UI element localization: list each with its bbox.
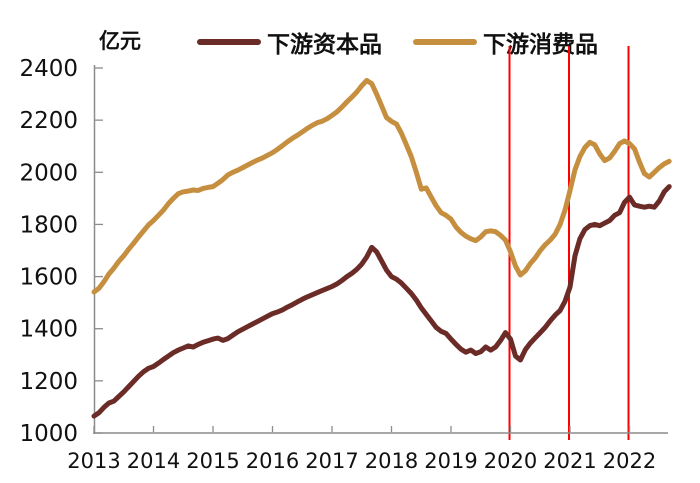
svg-text:2016: 2016 (246, 449, 299, 473)
legend-item-capital-goods: 下游资本品 (197, 28, 382, 58)
svg-text:1600: 1600 (19, 265, 78, 291)
svg-text:2020: 2020 (484, 449, 537, 473)
legend-label-consumer-goods: 下游消费品 (483, 32, 598, 58)
capital-goods-line-swatch (197, 39, 261, 45)
svg-text:2021: 2021 (543, 449, 596, 473)
svg-text:2200: 2200 (19, 108, 78, 134)
svg-text:2022: 2022 (603, 449, 656, 473)
svg-text:1800: 1800 (19, 212, 78, 238)
legend-item-consumer-goods: 下游消费品 (413, 28, 598, 58)
svg-text:1400: 1400 (19, 317, 78, 343)
svg-text:2015: 2015 (186, 449, 239, 473)
svg-text:2013: 2013 (67, 449, 120, 473)
chart-legend: 下游资本品 下游消费品 (0, 28, 700, 58)
svg-text:2019: 2019 (424, 449, 477, 473)
svg-text:2018: 2018 (365, 449, 418, 473)
y-axis-unit-label: 亿元 (99, 29, 141, 53)
svg-text:2000: 2000 (19, 160, 78, 186)
svg-text:1200: 1200 (19, 369, 78, 395)
legend-label-capital-goods: 下游资本品 (267, 32, 382, 58)
svg-text:2017: 2017 (305, 449, 358, 473)
svg-text:2400: 2400 (19, 56, 78, 82)
consumer-goods-line-swatch (413, 39, 477, 45)
svg-text:1000: 1000 (19, 421, 78, 447)
svg-text:2014: 2014 (127, 449, 180, 473)
